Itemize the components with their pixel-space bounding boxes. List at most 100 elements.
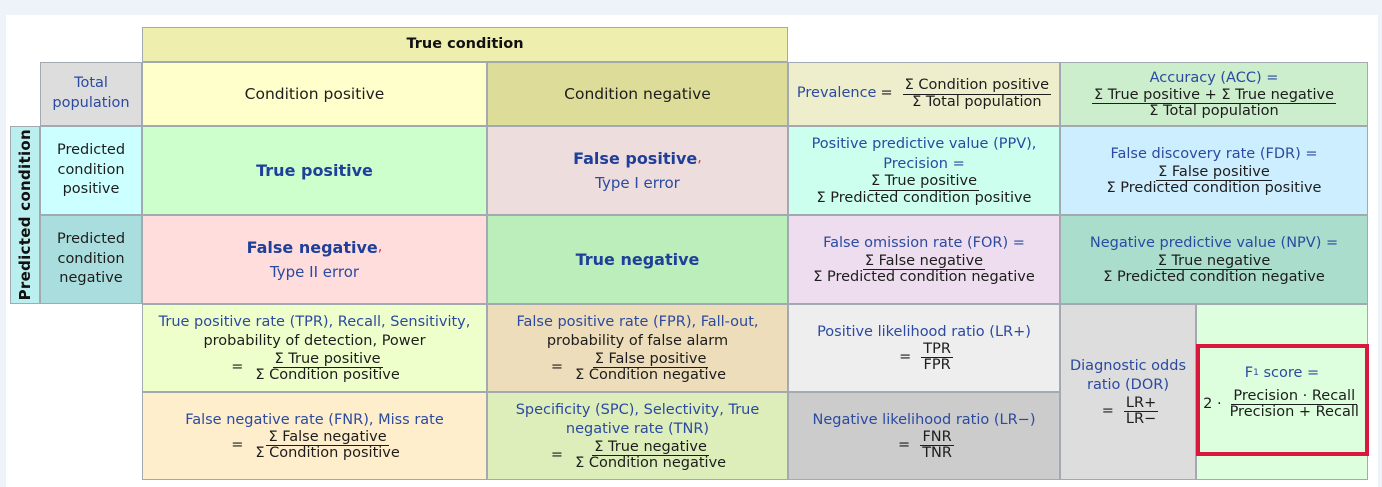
fpr-numerator: Σ False positive	[592, 350, 709, 369]
fdr-fraction: Σ False positive Σ Predicted condition p…	[1105, 163, 1324, 196]
tnr-equals: =	[550, 446, 564, 463]
npv-cell: Negative predictive value (NPV) = Σ True…	[1060, 215, 1368, 304]
f1-subscript: 1	[1253, 368, 1259, 379]
true-positive-cell: True positive	[142, 126, 487, 215]
fnr-cell: False negative rate (FNR), Miss rate = Σ…	[142, 392, 487, 480]
for-label: False omission rate (FOR) =	[823, 235, 1025, 251]
f1-score-text: score =	[1258, 364, 1320, 381]
predicted-condition-positive-label: Predicted condition positive	[56, 142, 126, 198]
type-2-error-label: Type II error	[269, 263, 360, 282]
f1-f-letter: F	[1244, 364, 1254, 381]
false-negative-comma: ,	[377, 238, 383, 255]
for-denominator: Σ Predicted condition negative	[813, 268, 1035, 285]
type-1-error-label: Type I error	[595, 174, 680, 193]
tnr-cell: Specificity (SPC), Selectivity, True neg…	[487, 392, 788, 480]
fpr-label: False positive rate (FPR), Fall-out,	[516, 313, 759, 330]
tpr-numerator: Σ True positive	[272, 350, 383, 369]
prevalence-label: Prevalence	[796, 85, 877, 102]
npv-numerator: Σ True negative	[1155, 252, 1273, 270]
f1-fraction: Precision · Recall Precision + Recall	[1228, 388, 1361, 421]
fpr-denominator: Σ Condition negative	[575, 367, 727, 384]
f1-numerator: Precision · Recall	[1231, 388, 1358, 406]
true-negative-cell: True negative	[487, 215, 788, 304]
fpr-cell: False positive rate (FPR), Fall-out, pro…	[487, 304, 788, 392]
tpr-equals: =	[231, 358, 244, 375]
fnr-denominator: Σ Condition positive	[255, 445, 400, 462]
prevalence-cell: Prevalence = Σ Condition positive Σ Tota…	[788, 62, 1060, 126]
ppv-fraction: Σ True positive Σ Predicted condition po…	[815, 174, 1034, 206]
fdr-label: False discovery rate (FDR) =	[1110, 146, 1318, 162]
fpr-fraction: Σ False positive Σ Condition negative	[573, 350, 728, 384]
fnr-equals: =	[231, 437, 244, 453]
probability-of-detection-label: probability of detection, Power	[203, 333, 426, 350]
predicted-condition-negative-label: Predicted condition negative	[56, 231, 126, 287]
dor-denominator: LR−	[1125, 411, 1157, 428]
lr-negative-equals: =	[898, 437, 911, 453]
tnr-fraction: Σ True negative Σ Condition negative	[573, 438, 728, 472]
condition-positive-label: Condition positive	[244, 84, 385, 103]
probability-of-false-alarm-label: probability of false alarm	[546, 333, 729, 350]
tnr-label: negative rate (TNR)	[565, 421, 710, 438]
lr-negative-numerator: FNR	[920, 429, 954, 447]
accuracy-numerator: Σ True positive + Σ True negative	[1091, 87, 1336, 105]
accuracy-denominator: Σ Total population	[1149, 103, 1279, 120]
tpr-denominator: Σ Condition positive	[255, 367, 400, 384]
dor-cell: Diagnostic odds ratio (DOR) = LR+ LR−	[1060, 304, 1196, 480]
tpr-fraction: Σ True positive Σ Condition positive	[253, 350, 401, 384]
false-positive-label: False positive	[573, 148, 698, 168]
true-condition-header: True condition	[142, 27, 788, 62]
prevalence-fraction: Σ Condition positive Σ Total population	[902, 77, 1052, 110]
false-positive-comma: ,	[697, 149, 702, 166]
lr-positive-equals: =	[899, 349, 912, 365]
npv-denominator: Σ Predicted condition negative	[1103, 268, 1325, 285]
f1-highlight-box	[1196, 344, 1369, 456]
confusion-matrix-panel: True condition Total population Conditio…	[6, 15, 1378, 487]
prevalence-equals: =	[880, 85, 893, 102]
true-condition-label: True condition	[406, 35, 524, 52]
false-negative-label: False negative	[246, 237, 378, 257]
true-positive-label: True positive	[256, 160, 373, 180]
dor-numerator: LR+	[1123, 394, 1159, 413]
tpr-label: True positive rate (TPR), Recall, Sensit…	[158, 313, 471, 330]
lr-negative-cell: Negative likelihood ratio (LR−) = FNR TN…	[788, 392, 1060, 480]
predicted-condition-positive-cell: Predicted condition positive	[40, 126, 142, 215]
predicted-condition-label: Predicted condition	[15, 129, 34, 301]
dor-label-line1: Diagnostic odds	[1069, 357, 1187, 374]
fnr-fraction: Σ False negative Σ Condition positive	[253, 429, 401, 462]
f1-denominator: Precision + Recall	[1229, 404, 1359, 421]
lr-positive-label: Positive likelihood ratio (LR+)	[817, 323, 1031, 340]
fnr-numerator: Σ False negative	[266, 429, 389, 447]
fnr-label: False negative rate (FNR), Miss rate	[185, 411, 444, 428]
condition-positive-header: Condition positive	[142, 62, 487, 126]
ppv-label: Positive predictive value (PPV),	[811, 136, 1037, 153]
lr-negative-fraction: FNR TNR	[920, 429, 954, 462]
lr-negative-denominator: TNR	[922, 445, 952, 462]
prevalence-numerator: Σ Condition positive	[902, 77, 1052, 95]
dor-label-line2: ratio (DOR)	[1086, 377, 1169, 394]
f1-coefficient: 2 ·	[1203, 396, 1222, 412]
false-positive-cell: False positive, Type I error	[487, 126, 788, 215]
ppv-denominator: Σ Predicted condition positive	[816, 189, 1032, 206]
fpr-equals: =	[550, 358, 564, 375]
total-population-cell: Total population	[40, 62, 142, 126]
fdr-numerator: Σ False positive	[1156, 163, 1272, 181]
accuracy-cell: Accuracy (ACC) = Σ True positive + Σ Tru…	[1060, 62, 1368, 126]
predicted-condition-negative-cell: Predicted condition negative	[40, 215, 142, 304]
dor-fraction: LR+ LR−	[1123, 394, 1159, 428]
lr-positive-fraction: TPR FPR	[921, 341, 953, 374]
tnr-numerator: Σ True negative	[592, 438, 709, 457]
npv-fraction: Σ True negative Σ Predicted condition ne…	[1101, 252, 1327, 285]
tnr-denominator: Σ Condition negative	[575, 455, 727, 472]
prevalence-denominator: Σ Total population	[912, 93, 1042, 110]
accuracy-label: Accuracy (ACC) =	[1149, 69, 1279, 86]
condition-negative-label: Condition negative	[564, 84, 711, 103]
condition-negative-header: Condition negative	[487, 62, 788, 126]
accuracy-fraction: Σ True positive + Σ True negative Σ Tota…	[1091, 87, 1336, 120]
total-population-label: Total population	[52, 75, 130, 111]
lr-positive-denominator: FPR	[923, 357, 951, 374]
for-fraction: Σ False negative Σ Predicted condition n…	[811, 253, 1037, 285]
lr-negative-label: Negative likelihood ratio (LR−)	[812, 411, 1036, 428]
lr-positive-numerator: TPR	[921, 341, 953, 359]
confusion-matrix-table: True condition Total population Conditio…	[6, 15, 1378, 487]
